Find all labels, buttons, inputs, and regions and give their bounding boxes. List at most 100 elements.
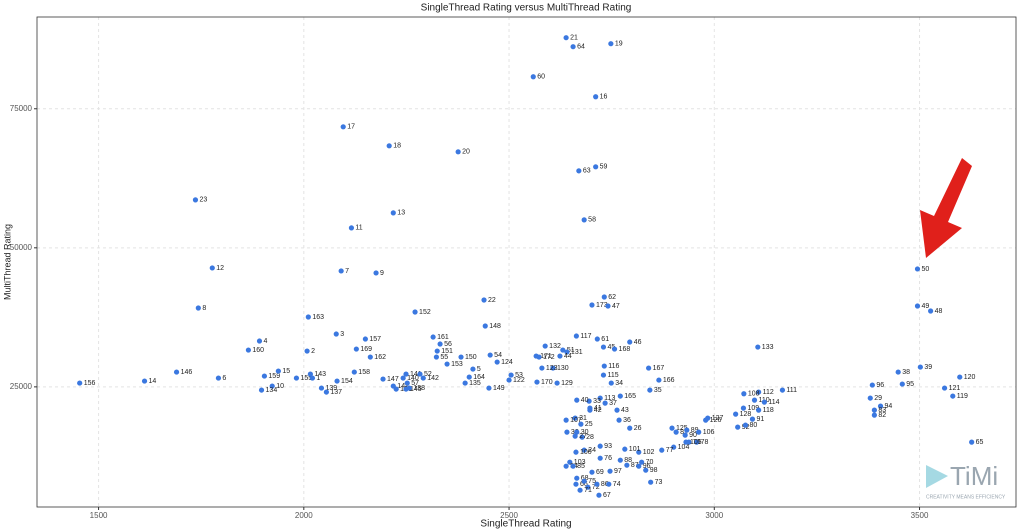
point-label: 25 <box>585 421 593 428</box>
point-label: 66 <box>580 481 588 488</box>
point-label: 95 <box>906 381 914 388</box>
point <box>594 336 600 342</box>
point <box>486 385 492 391</box>
point <box>928 308 934 314</box>
logo-text: TiMi <box>950 461 998 491</box>
point-label: 18 <box>393 143 401 150</box>
logo-tagline: CREATIVITY MEANS EFFICIENCY <box>926 494 1006 500</box>
point-label: 167 <box>653 365 665 372</box>
point-label: 98 <box>650 467 658 474</box>
point-label: 53 <box>515 372 523 379</box>
point-label: 146 <box>181 369 193 376</box>
point-label: 34 <box>615 380 623 387</box>
point <box>404 380 410 386</box>
point <box>601 294 607 300</box>
x-tick-label: 3000 <box>705 511 723 520</box>
x-tick-label: 3500 <box>911 511 929 520</box>
point <box>914 266 921 272</box>
point-label: 63 <box>583 168 591 175</box>
point-label: 108 <box>748 391 760 398</box>
point-label: 81 <box>680 429 688 436</box>
point <box>466 374 472 380</box>
point-label: 161 <box>437 334 449 341</box>
point <box>351 369 357 375</box>
point <box>258 387 265 393</box>
point-label: 121 <box>949 385 961 392</box>
point <box>656 377 662 383</box>
point <box>348 225 355 231</box>
point-label: 112 <box>763 389 774 396</box>
point <box>574 475 580 481</box>
point <box>536 354 542 360</box>
point <box>659 447 665 453</box>
point <box>444 361 450 367</box>
point-label: 147 <box>387 376 399 383</box>
point <box>256 338 263 344</box>
point <box>403 371 409 377</box>
point-label: 150 <box>465 354 477 361</box>
point-label: 27 <box>579 433 587 440</box>
point-label: 28 <box>586 434 594 441</box>
point <box>585 484 591 490</box>
point-label: 139 <box>325 385 337 392</box>
point <box>751 397 758 403</box>
point <box>647 387 653 393</box>
point <box>867 395 873 401</box>
point-label: 43 <box>621 407 629 414</box>
point <box>570 44 576 50</box>
point-label: 38 <box>902 369 910 376</box>
point <box>593 164 599 170</box>
point <box>209 265 215 271</box>
point <box>572 433 578 439</box>
point <box>589 302 595 308</box>
point <box>393 386 399 392</box>
point-label: 87 <box>631 462 639 469</box>
point <box>560 347 566 353</box>
point <box>579 434 585 440</box>
point <box>611 346 618 352</box>
point-label: 103 <box>574 459 586 466</box>
point-label: 30 <box>581 429 589 436</box>
chart-title: SingleThread Rating versus MultiThread R… <box>421 3 632 14</box>
point-label: 1 <box>316 375 320 382</box>
point-label: 82 <box>878 412 886 419</box>
point <box>309 375 316 381</box>
point <box>749 416 756 422</box>
point-label: 160 <box>252 347 264 354</box>
point-label: 126 <box>710 417 722 424</box>
point-label: 72 <box>592 484 600 491</box>
point-label: 40 <box>581 397 589 404</box>
point-label: 96 <box>643 463 651 470</box>
point <box>564 429 570 435</box>
point <box>318 385 325 391</box>
point-label: 143 <box>314 371 326 378</box>
point-label: 96 <box>876 382 884 389</box>
point-label: 12 <box>216 265 224 272</box>
point-label: 104 <box>678 444 690 451</box>
point-label: 135 <box>469 380 481 387</box>
point-label: 48 <box>935 308 943 315</box>
point-label: 29 <box>874 395 882 402</box>
point <box>617 457 623 463</box>
point-label: 164 <box>473 374 485 381</box>
y-axis-label: MultiThread Rating <box>2 224 12 300</box>
point-label: 141 <box>410 371 422 378</box>
point-label: 169 <box>360 346 372 353</box>
point-label: 97 <box>614 468 622 475</box>
point <box>462 380 468 386</box>
point <box>877 403 884 409</box>
point-label: 2 <box>311 348 315 355</box>
point <box>362 336 368 342</box>
x-axis-label: SingleThread Rating <box>480 519 571 530</box>
point <box>636 449 642 455</box>
point <box>458 354 464 360</box>
y-tick-label: 25000 <box>10 382 33 391</box>
point <box>914 303 921 309</box>
point-label: 11 <box>355 225 362 232</box>
point-label: 166 <box>663 377 675 384</box>
point <box>334 378 340 384</box>
point <box>594 481 600 487</box>
point-label: 115 <box>607 372 618 379</box>
point <box>573 449 579 455</box>
point-label: 71 <box>584 487 592 494</box>
